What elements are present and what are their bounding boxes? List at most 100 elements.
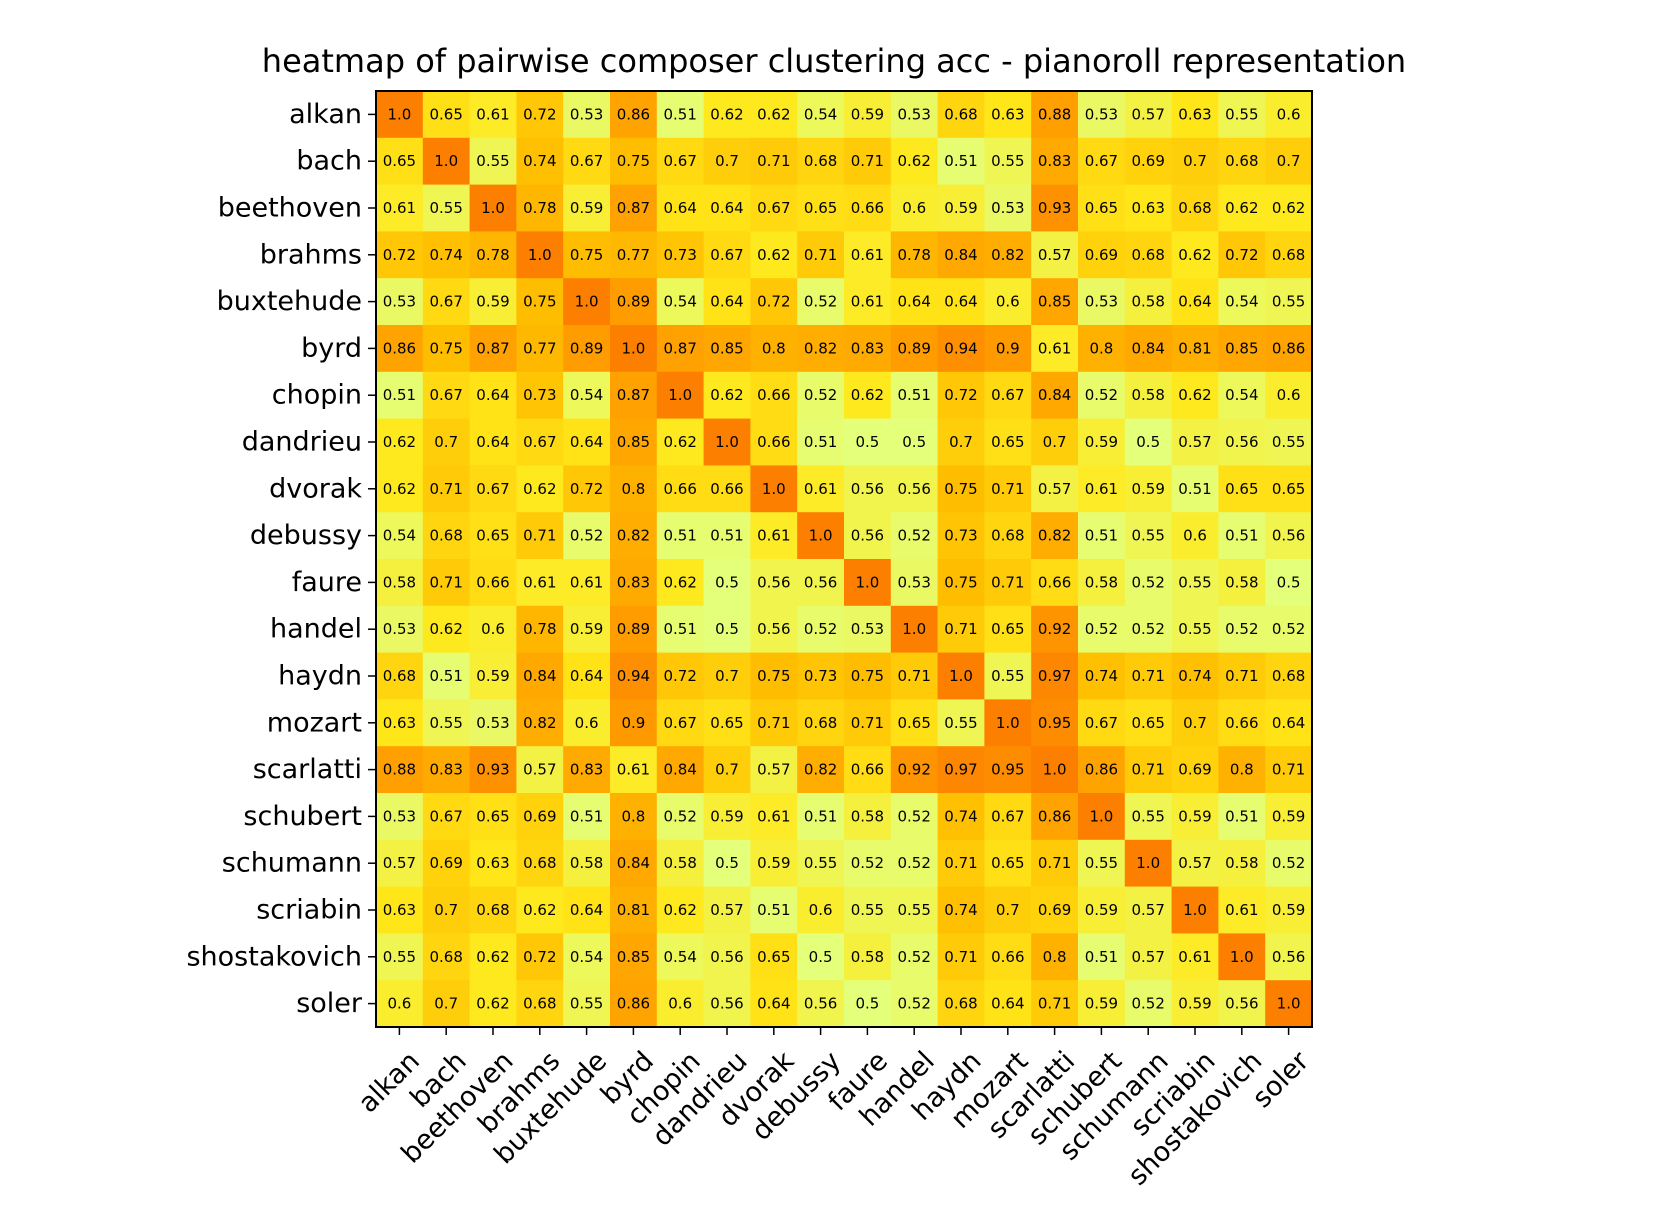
cell-value-label: 1.0: [855, 573, 879, 591]
heatmap-cell: [937, 980, 985, 1028]
cell-value-label: 0.61: [851, 246, 884, 264]
cell-value-label: 0.51: [757, 901, 790, 919]
cell-value-label: 0.57: [1131, 105, 1164, 123]
heatmap-cell: [516, 980, 564, 1028]
heatmap-cell: [1171, 137, 1219, 186]
y-tick-label: schumann: [222, 848, 362, 879]
cell-value-label: 0.71: [1038, 995, 1071, 1013]
cell-value-label: 0.85: [617, 433, 650, 451]
heatmap-cell: [563, 512, 611, 560]
heatmap-cell: [937, 839, 985, 888]
heatmap-cell: [1031, 793, 1079, 841]
cell-value-label: 0.53: [570, 105, 603, 123]
heatmap-cell: [890, 465, 939, 513]
y-tick-label: dvorak: [269, 473, 362, 504]
cell-value-label: 0.92: [897, 761, 930, 779]
cell-value-label: 0.66: [710, 480, 743, 498]
heatmap-cell: [422, 184, 471, 232]
heatmap-cell: [703, 559, 751, 607]
heatmap-cell: [610, 652, 658, 700]
cell-value-label: 0.61: [1178, 948, 1211, 966]
heatmap-cell: [422, 605, 471, 654]
cell-value-label: 0.59: [944, 199, 977, 217]
heatmap-cell: [563, 137, 611, 186]
heatmap-cell: [844, 559, 892, 607]
heatmap-cell: [469, 559, 517, 607]
cell-value-label: 0.57: [757, 761, 790, 779]
heatmap-cell: [703, 465, 751, 513]
cell-value-label: 0.5: [902, 433, 926, 451]
cell-value-label: 0.55: [1131, 527, 1164, 545]
cell-value-label: 0.89: [617, 620, 650, 638]
heatmap-cell: [376, 886, 424, 934]
chart-title: heatmap of pairwise composer clustering …: [262, 42, 1406, 80]
cell-value-label: 0.67: [663, 152, 696, 170]
heatmap-cell: [422, 325, 471, 373]
heatmap-cell: [984, 699, 1032, 747]
heatmap-cell: [1171, 278, 1219, 326]
heatmap-cell: [516, 465, 564, 513]
cell-value-label: 0.86: [1272, 339, 1305, 357]
cell-value-label: 0.57: [1131, 901, 1164, 919]
heatmap-cell: [1171, 325, 1219, 373]
heatmap-cell: [844, 699, 892, 747]
cell-value-label: 0.73: [944, 527, 977, 545]
cell-value-label: 0.58: [851, 948, 884, 966]
heatmap-cell: [1078, 933, 1126, 981]
cell-value-label: 0.62: [663, 433, 696, 451]
heatmap-cell: [703, 418, 751, 466]
heatmap-cell: [656, 559, 705, 607]
cell-value-label: 0.67: [663, 714, 696, 732]
heatmap-cell: [376, 418, 424, 466]
cell-value-label: 0.52: [804, 293, 837, 311]
heatmap-cell: [750, 418, 798, 466]
heatmap-cells: [376, 91, 1313, 1028]
heatmap-cell: [1171, 418, 1219, 466]
cell-value-label: 0.54: [570, 948, 603, 966]
cell-value-label: 0.52: [804, 620, 837, 638]
cell-value-label: 0.68: [1131, 246, 1164, 264]
heatmap-cell: [984, 512, 1032, 560]
cell-value-label: 0.51: [1225, 807, 1258, 825]
cell-value-label: 0.61: [851, 293, 884, 311]
cell-value-label: 0.83: [617, 573, 650, 591]
y-tick-label: scriabin: [256, 895, 362, 926]
cell-value-label: 0.83: [851, 339, 884, 357]
cell-value-label: 0.67: [429, 807, 462, 825]
heatmap-cell: [1218, 746, 1266, 794]
heatmap-cell: [1078, 980, 1126, 1028]
heatmap-cell: [797, 559, 845, 607]
cell-value-label: 0.5: [715, 620, 739, 638]
heatmap-cell: [610, 933, 658, 981]
heatmap-cell: [984, 418, 1032, 466]
heatmap-cell: [1265, 418, 1313, 466]
heatmap-cell: [1124, 418, 1173, 466]
heatmap-cell: [610, 699, 658, 747]
heatmap-cell: [797, 746, 845, 794]
cell-value-label: 0.66: [851, 761, 884, 779]
cell-value-label: 0.65: [383, 152, 416, 170]
heatmap-cell: [937, 652, 985, 700]
heatmap-cell: [1031, 933, 1079, 981]
heatmap-cell: [563, 371, 611, 420]
heatmap-cell: [750, 933, 798, 981]
cell-value-label: 0.7: [996, 901, 1020, 919]
cell-value-label: 0.51: [1225, 527, 1258, 545]
heatmap-cell: [844, 512, 892, 560]
heatmap-cell: [703, 512, 751, 560]
heatmap-cell: [984, 278, 1032, 326]
heatmap-cell: [937, 184, 985, 232]
cell-value-label: 0.66: [663, 480, 696, 498]
heatmap-cell: [376, 278, 424, 326]
cell-value-label: 0.65: [1085, 199, 1118, 217]
cell-value-label: 0.57: [710, 901, 743, 919]
cell-value-label: 0.68: [476, 901, 509, 919]
cell-value-label: 0.71: [1131, 761, 1164, 779]
heatmap-cell: [703, 184, 751, 232]
heatmap-cell: [1265, 137, 1313, 186]
y-axis-tick-labels: alkan bach beethoven brahms buxtehude byrd cho…: [186, 99, 362, 1019]
heatmap-cell: [422, 371, 471, 420]
cell-value-label: 0.55: [991, 152, 1024, 170]
heatmap-cell: [937, 325, 985, 373]
cell-value-label: 0.54: [1225, 293, 1258, 311]
